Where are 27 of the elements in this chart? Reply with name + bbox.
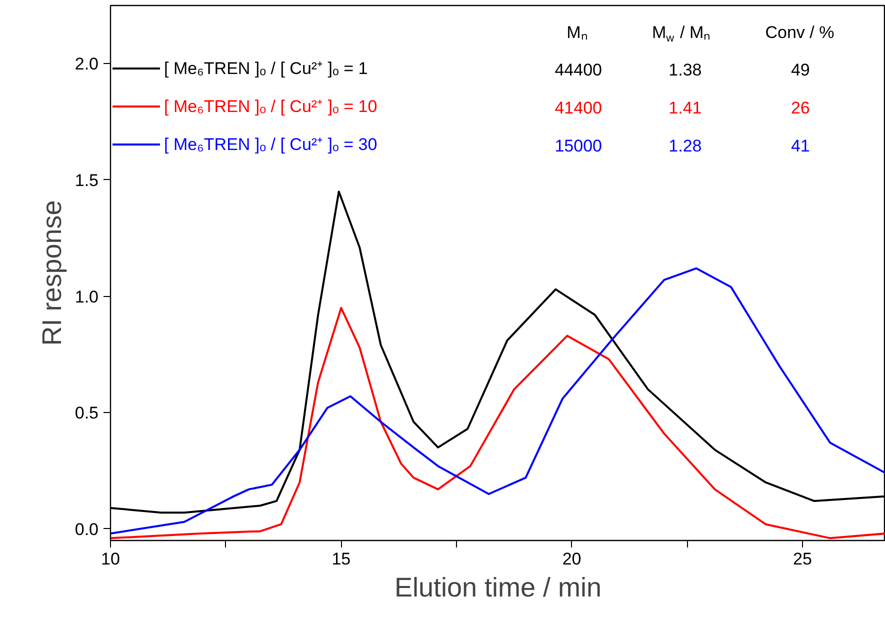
annotation: 1.28 bbox=[668, 136, 702, 156]
annotation: 41 bbox=[790, 136, 810, 156]
annotation: 1.41 bbox=[668, 98, 702, 118]
line-series bbox=[110, 267, 885, 535]
annotation: 41400 bbox=[554, 98, 602, 118]
x-tick-label: 25 bbox=[793, 550, 812, 568]
annotation: 26 bbox=[790, 98, 810, 118]
y-tick-label: 2.0 bbox=[74, 54, 99, 74]
annotation: Conv / % bbox=[765, 23, 834, 42]
annotation: 49 bbox=[790, 60, 810, 80]
y-tick-label: 0.0 bbox=[74, 520, 99, 539]
y-axis-title: RI response bbox=[36, 200, 67, 346]
legend-label: [ Me₆TREN ]ₒ / [ Cu²⁺ ]ₒ = 30 bbox=[164, 134, 378, 155]
line-series bbox=[110, 306, 885, 540]
annotation: 1.38 bbox=[668, 60, 702, 80]
legend-label: [ Me₆TREN ]ₒ / [ Cu²⁺ ]ₒ = 10 bbox=[164, 96, 378, 117]
x-tick-label: 20 bbox=[562, 550, 582, 568]
x-tick-label: 15 bbox=[332, 550, 351, 568]
x-axis-title: Elution time / min bbox=[394, 572, 602, 602]
y-tick-label: 1.0 bbox=[74, 287, 99, 306]
y-tick-label: 1.5 bbox=[74, 170, 99, 190]
annotation: 44400 bbox=[554, 60, 602, 80]
y-tick-label: 0.5 bbox=[74, 404, 99, 423]
annotation: Mₙ bbox=[566, 23, 588, 42]
legend-label: [ Me₆TREN ]ₒ / [ Cu²⁺ ]ₒ = 1 bbox=[164, 58, 368, 79]
x-tick-label: 10 bbox=[101, 550, 120, 568]
annotation: 15000 bbox=[554, 136, 602, 156]
